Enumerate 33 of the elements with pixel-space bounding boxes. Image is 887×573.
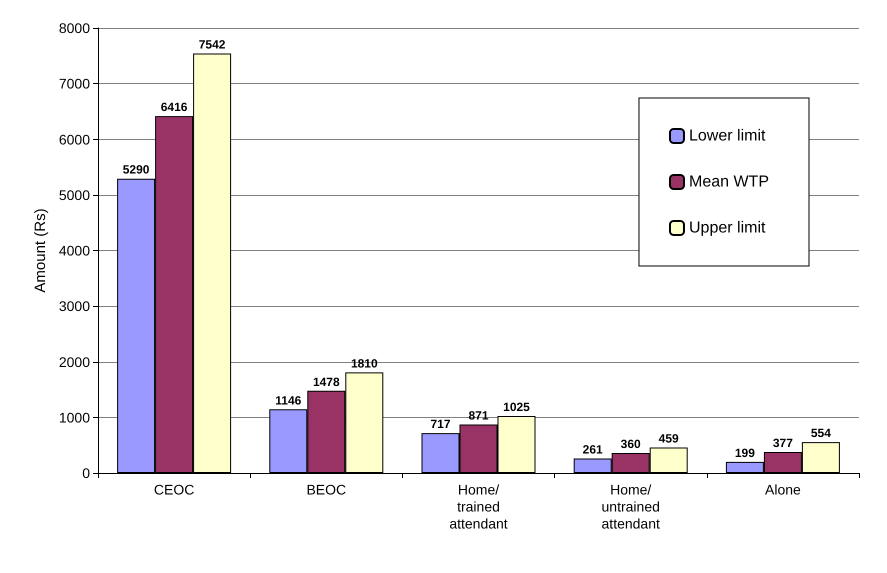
data-label: 377 bbox=[772, 436, 794, 450]
data-label: 871 bbox=[468, 408, 489, 423]
legend-label: Mean WTP bbox=[688, 174, 769, 190]
x-tick-label: BEOC bbox=[306, 482, 346, 498]
data-label: 7542 bbox=[198, 37, 226, 52]
data-label: 199 bbox=[734, 446, 756, 460]
data-label: 459 bbox=[658, 431, 680, 446]
legend-label: Upper limit bbox=[688, 220, 766, 236]
x-tick-label: Home/ untrained attendant bbox=[602, 482, 660, 532]
data-label: 1478 bbox=[312, 374, 340, 389]
x-tick-label: Home/ trained attendant bbox=[449, 482, 508, 532]
y-tick-label: 6000 bbox=[58, 131, 90, 148]
data-label: 5290 bbox=[122, 162, 150, 177]
y-tick-label: 0 bbox=[82, 465, 90, 481]
legend-label: Lower limit bbox=[688, 128, 766, 144]
data-label: 6416 bbox=[160, 100, 188, 114]
y-tick-label: 7000 bbox=[58, 76, 90, 92]
data-label: 1025 bbox=[503, 400, 530, 414]
y-tick-label: 5000 bbox=[58, 186, 90, 203]
data-label: 1146 bbox=[275, 393, 302, 408]
x-tick-label: CEOC bbox=[154, 482, 194, 498]
x-tick-label: Alone bbox=[764, 482, 802, 498]
data-label: 554 bbox=[810, 426, 832, 440]
y-tick-label: 1000 bbox=[58, 409, 90, 426]
y-tick-label: 4000 bbox=[58, 242, 90, 258]
y-tick-label: 8000 bbox=[58, 20, 90, 36]
data-label: 1810 bbox=[350, 356, 378, 370]
data-label: 261 bbox=[582, 442, 604, 456]
data-label: 360 bbox=[620, 436, 642, 451]
data-label: 717 bbox=[430, 417, 451, 432]
y-axis-title: Amount (Rs) bbox=[32, 208, 49, 293]
y-tick-label: 3000 bbox=[58, 298, 90, 314]
y-tick-label: 2000 bbox=[58, 354, 90, 370]
